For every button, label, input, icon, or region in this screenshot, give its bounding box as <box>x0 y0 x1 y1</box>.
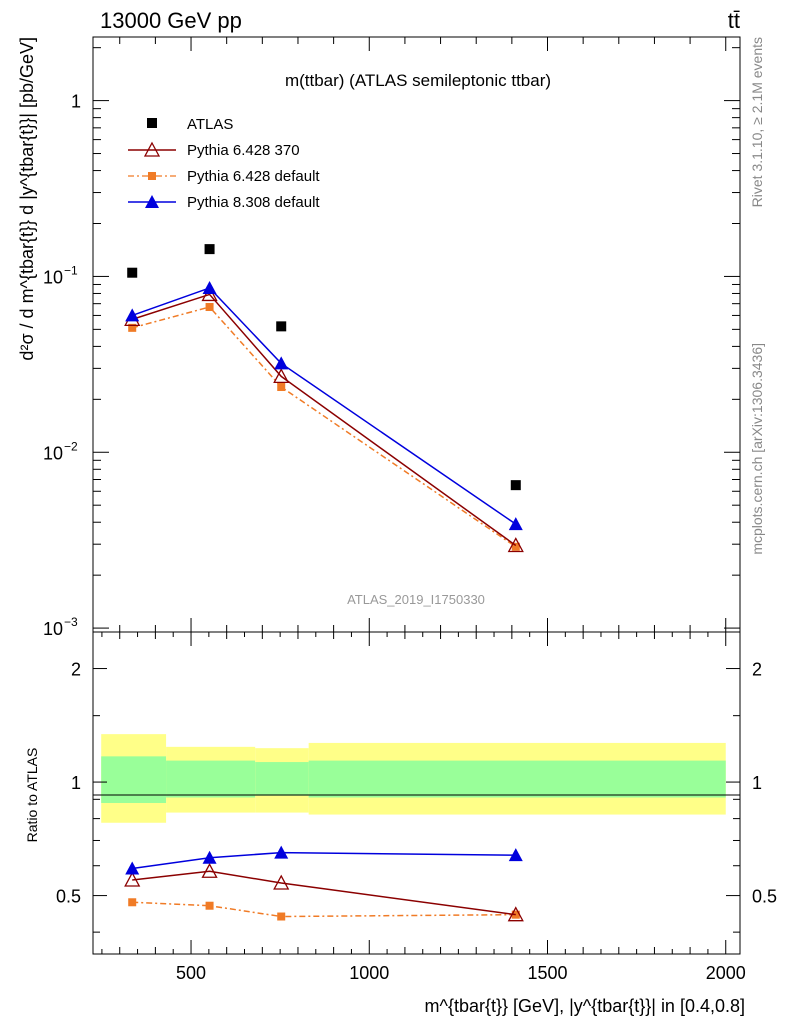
series-line-pythia-8-308-default <box>131 287 517 525</box>
series-layer <box>124 244 524 553</box>
y-tick-label: 1 <box>71 92 81 112</box>
legend: ATLAS Pythia 6.428 370 Pythia 6.428 defa… <box>128 116 320 211</box>
series-line-pythia-6-428-370 <box>131 293 517 547</box>
x-tick-label: 500 <box>176 963 206 983</box>
ratio-point-pythia-6-428-default <box>277 912 286 921</box>
data-point-atlas <box>204 244 215 255</box>
data-point-atlas <box>276 321 287 332</box>
analysis-id-label: ATLAS_2019_I1750330 <box>347 592 485 607</box>
main-y-axis-label: d²σ / d m^{tbar{t}} d |y^{tbar{t}}| [pb/… <box>17 37 37 361</box>
data-point-pythia-6-428-default <box>205 303 214 312</box>
legend-label-py6-default: Pythia 6.428 default <box>187 168 320 185</box>
rivet-version-label: Rivet 3.1.10, ≥ 2.1M events <box>749 37 765 207</box>
x-axis-label: m^{tbar{t}} [GeV], |y^{tbar{t}}| in [0.4… <box>425 996 745 1016</box>
data-point-pythia-6-428-default <box>511 542 520 551</box>
legend-marker-py8-default <box>145 195 159 208</box>
data-point-pythia-8-308-default <box>274 356 289 370</box>
ratio-point-pythia-6-428-default <box>205 901 214 910</box>
ratio-point-pythia-6-428-370 <box>124 871 141 887</box>
legend-marker-atlas <box>147 118 157 128</box>
ratio-uncertainty-bands <box>101 734 726 823</box>
ratio-series-layer <box>124 845 524 922</box>
legend-marker-py6-370 <box>143 141 161 157</box>
ratio-line-pythia-6-428-default <box>132 901 516 918</box>
y-tick-label-exponent: −2 <box>64 439 78 453</box>
ratio-point-pythia-8-308-default <box>274 845 289 859</box>
data-point-atlas <box>127 267 138 278</box>
mcplots-label: mcplots.cern.ch [arXiv:1306.3436] <box>749 343 765 555</box>
ratio-point-pythia-8-308-default <box>125 861 140 875</box>
y-tick-label-exponent: −3 <box>64 615 78 629</box>
y-tick-label-exponent: −1 <box>64 263 78 277</box>
ratio-tick-label-right: 0.5 <box>752 887 777 907</box>
ratio-tick-label-left: 0.5 <box>56 887 81 907</box>
energy-label: 13000 GeV pp <box>100 8 242 33</box>
ratio-point-pythia-8-308-default <box>202 850 217 864</box>
ratio-point-pythia-6-428-370 <box>201 862 218 878</box>
band-green-bin <box>101 756 167 804</box>
x-tick-label: 1000 <box>349 963 389 983</box>
data-point-pythia-8-308-default <box>202 280 217 294</box>
data-point-atlas <box>510 480 521 491</box>
data-point-pythia-6-428-370 <box>273 368 290 384</box>
legend-marker-py6-default <box>148 172 156 180</box>
ratio-tick-label-left: 1 <box>71 773 81 793</box>
ratio-point-pythia-6-428-default <box>128 898 137 907</box>
process-label: tt̄ <box>728 8 740 33</box>
ratio-tick-label-right: 1 <box>752 773 762 793</box>
ratio-point-pythia-8-308-default <box>508 848 523 862</box>
y-tick-label: 10 <box>43 619 63 639</box>
band-green-bin <box>255 762 309 796</box>
data-point-pythia-8-308-default <box>125 308 140 322</box>
ratio-tick-label-left: 2 <box>71 660 81 680</box>
data-point-pythia-6-428-370 <box>507 537 524 553</box>
data-point-pythia-8-308-default <box>508 517 523 531</box>
band-green-bin <box>308 760 726 798</box>
ratio-point-pythia-6-428-370 <box>273 874 290 890</box>
ratio-plot-frame <box>92 631 741 955</box>
legend-label-py8-default: Pythia 8.308 default <box>187 194 320 211</box>
ratio-y-axis-label: Ratio to ATLAS <box>24 748 40 843</box>
x-tick-label: 2000 <box>706 963 746 983</box>
ratio-tick-label-right: 2 <box>752 660 762 680</box>
band-green-bin <box>166 760 256 798</box>
y-tick-label: 10 <box>43 267 63 287</box>
ratio-line-pythia-8-308-default <box>132 851 516 870</box>
ratio-line-pythia-6-428-370 <box>132 870 516 916</box>
data-point-pythia-6-428-default <box>277 383 286 392</box>
data-point-pythia-6-428-default <box>128 323 137 332</box>
ratio-point-pythia-6-428-370 <box>507 906 524 922</box>
x-tick-label: 1500 <box>527 963 567 983</box>
legend-label-atlas: ATLAS <box>187 116 233 133</box>
ratio-axis-ticks: 0.5 0.5 1 1 2 2 <box>56 631 777 933</box>
y-tick-label: 10 <box>43 443 63 463</box>
legend-label-py6-370: Pythia 6.428 370 <box>187 142 300 159</box>
chart-title: m(ttbar) (ATLAS semileptonic ttbar) <box>285 71 551 90</box>
series-line-pythia-6-428-default <box>132 306 517 548</box>
